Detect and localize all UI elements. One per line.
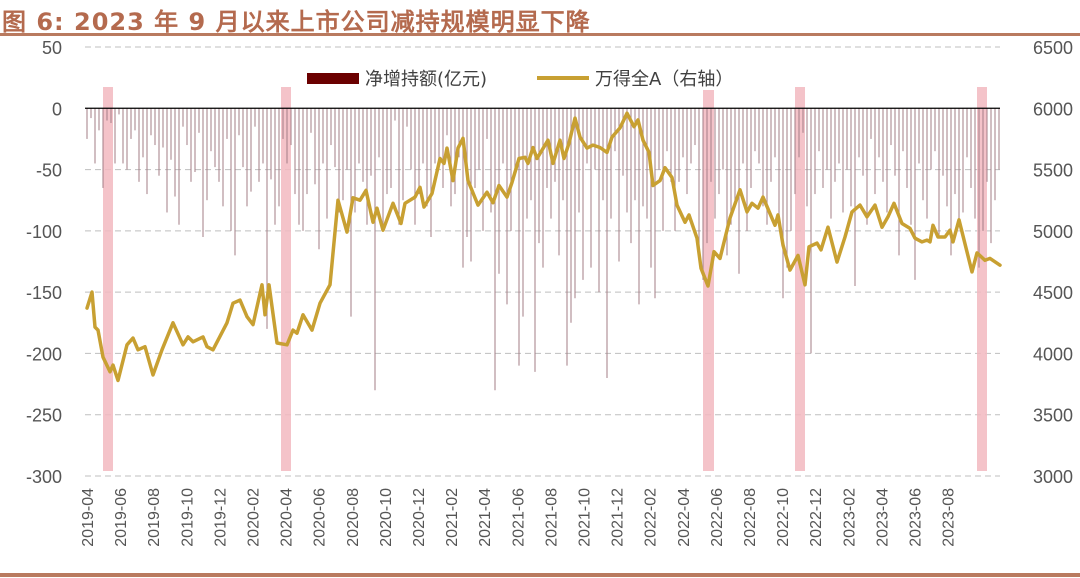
right-tick-label: 3000 <box>1033 467 1073 487</box>
x-tick-label: 2022-08 <box>742 488 759 547</box>
left-tick-label: 0 <box>52 99 62 119</box>
right-tick-label: 4500 <box>1033 283 1073 303</box>
highlight-band <box>977 87 987 471</box>
figure-title: 图 6: 2023 年 9 月以来上市公司减持规模明显下降 <box>2 8 591 36</box>
left-tick-label: 50 <box>42 38 62 58</box>
x-tick-label: 2020-08 <box>345 488 362 547</box>
legend-label-bar: 净增持额(亿元) <box>365 69 488 90</box>
left-tick-label: -250 <box>26 406 62 426</box>
highlight-band <box>281 87 291 471</box>
highlight-band <box>103 87 113 471</box>
left-tick-label: -200 <box>26 344 62 364</box>
x-tick-label: 2020-06 <box>312 488 329 547</box>
x-tick-label: 2021-02 <box>444 488 461 547</box>
x-tick-label: 2022-06 <box>709 488 726 547</box>
right-tick-label: 6000 <box>1033 99 1073 119</box>
left-tick-label: -50 <box>36 161 62 181</box>
legend-bar-swatch-icon <box>307 72 359 84</box>
x-tick-label: 2021-06 <box>510 488 527 547</box>
figure-title-bar: 图 6: 2023 年 9 月以来上市公司减持规模明显下降 <box>0 0 1080 36</box>
right-y-axis: 6500 6000 5500 5000 4500 4000 3500 3000 <box>1033 38 1073 487</box>
x-tick-label: 2021-08 <box>543 488 560 547</box>
x-tick-label: 2022-10 <box>775 488 792 547</box>
right-tick-label: 6500 <box>1033 38 1073 58</box>
left-tick-label: -150 <box>26 283 62 303</box>
right-tick-label: 5500 <box>1033 161 1073 181</box>
x-tick-label: 2021-10 <box>577 488 594 547</box>
x-tick-label: 2019-12 <box>212 488 229 547</box>
x-tick-label: 2020-10 <box>378 488 395 547</box>
right-tick-label: 4000 <box>1033 344 1073 364</box>
x-axis: 2019-04 2019-06 2019-08 2019-10 2019-12 2020-… <box>80 488 958 547</box>
x-tick-label: 2022-02 <box>643 488 660 547</box>
x-tick-label: 2019-10 <box>179 488 196 547</box>
bottom-divider <box>0 573 1080 577</box>
left-tick-label: -100 <box>26 222 62 242</box>
line-series-wind-all-a <box>85 111 1002 383</box>
x-tick-label: 2022-12 <box>808 488 825 547</box>
left-tick-label: -300 <box>26 467 62 487</box>
legend-line-swatch-icon <box>537 76 590 80</box>
x-tick-label: 2020-02 <box>246 488 263 547</box>
x-tick-label: 2019-06 <box>113 488 130 547</box>
legend-item-line: 万得全A（右轴） <box>537 65 733 91</box>
x-tick-label: 2019-04 <box>80 488 97 547</box>
x-tick-label: 2023-08 <box>941 488 958 547</box>
x-tick-label: 2019-08 <box>146 488 163 547</box>
x-tick-label: 2022-04 <box>676 488 693 547</box>
x-tick-label: 2021-12 <box>610 488 627 547</box>
legend-label-line: 万得全A（右轴） <box>595 69 734 90</box>
chart-legend: 净增持额(亿元) 万得全A（右轴） <box>307 65 784 91</box>
x-tick-label: 2020-12 <box>411 488 428 547</box>
bar-series-net-increase <box>86 108 1000 391</box>
x-tick-label: 2023-04 <box>874 488 891 547</box>
x-tick-label: 2023-02 <box>841 488 858 547</box>
right-tick-label: 3500 <box>1033 406 1073 426</box>
x-tick-label: 2020-04 <box>279 488 296 547</box>
legend-item-bar: 净增持额(亿元) <box>307 65 487 91</box>
right-tick-label: 5000 <box>1033 222 1073 242</box>
x-tick-label: 2023-06 <box>908 488 925 547</box>
highlight-band <box>795 87 805 471</box>
x-tick-label: 2021-04 <box>477 488 494 547</box>
index-line <box>85 111 1002 383</box>
title-divider <box>0 33 1080 36</box>
left-y-axis: 50 0 -50 -100 -150 -200 -250 -300 <box>26 38 62 487</box>
